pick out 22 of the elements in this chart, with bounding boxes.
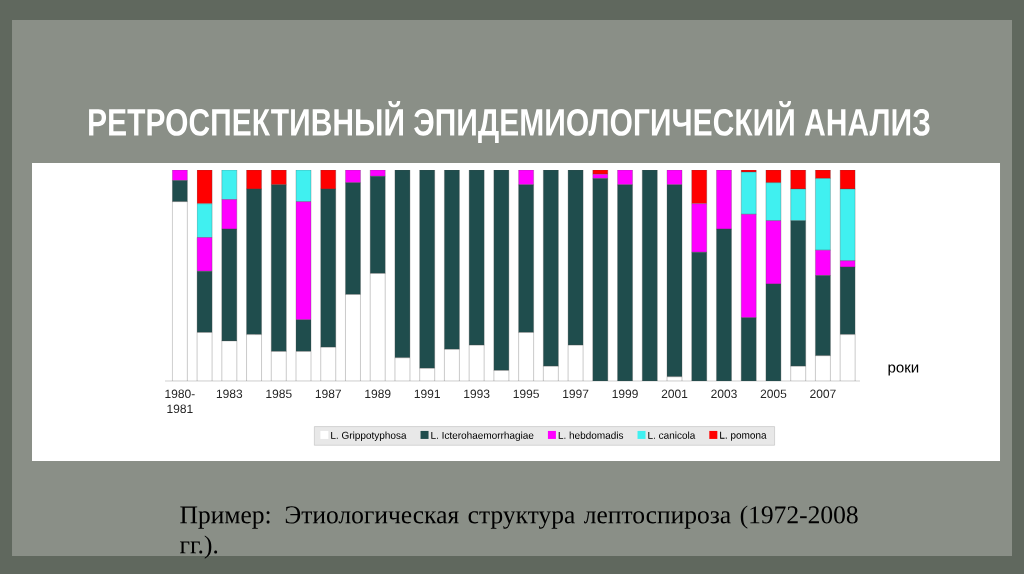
x-tick-label: 1991 <box>414 389 440 399</box>
x-tick-label: 2003 <box>711 389 737 399</box>
x-axis-title: роки <box>888 364 919 376</box>
x-tick-label: 2005 <box>760 389 787 399</box>
legend-label: L. Icterohaemorrhagiae <box>431 431 534 441</box>
x-tick-label: 1980-1981 <box>165 389 195 414</box>
x-tick-label: 1997 <box>563 389 589 399</box>
legend-label: L. hebdomadis <box>558 431 624 439</box>
x-tick-label: 1989 <box>365 389 391 399</box>
x-tick-label: 1999 <box>612 389 638 399</box>
x-tick-label: 1993 <box>464 389 490 399</box>
x-tick-label: 2007 <box>810 389 836 399</box>
legend-label: L. pomona <box>720 431 767 441</box>
legend-label: L. canicola <box>648 431 696 439</box>
x-tick-label: 1987 <box>315 389 341 399</box>
x-tick-label: 1995 <box>513 389 539 399</box>
x-tick-label: 1985 <box>266 389 292 399</box>
x-tick-label: 2001 <box>661 389 688 399</box>
legend-label: L. Grippotyphosa <box>331 431 407 441</box>
x-tick-label: 1983 <box>216 389 243 399</box>
text: Пример: Этиологическая структура лептоспироза (1972-2008 гг.). <box>180 505 858 559</box>
chart-title: РЕТРОСПЕКТИВНЫЙ ЭПИДЕМИОЛОГИЧЕСКИЙ АНАЛИЗ <box>89 101 930 143</box>
